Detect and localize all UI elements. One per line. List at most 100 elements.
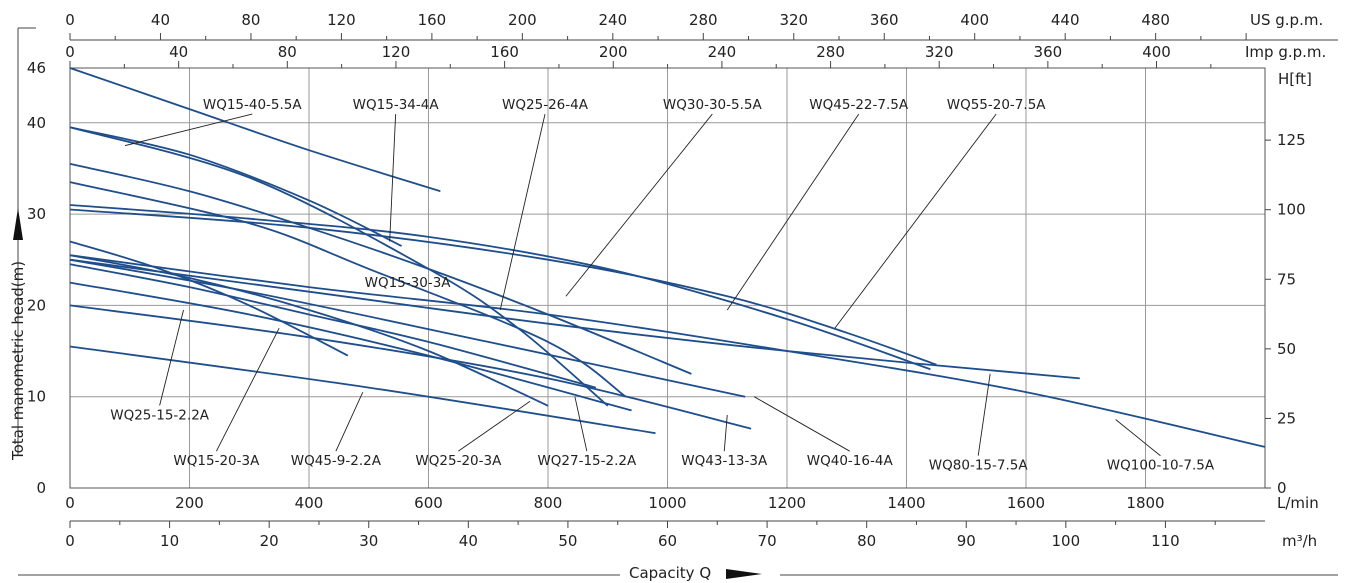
leader-line xyxy=(335,391,364,452)
curve-wq25-15-2_2a xyxy=(69,263,597,389)
pump-label: WQ15-20-3A xyxy=(173,453,260,469)
lmin-tick-label: 200 xyxy=(175,494,204,512)
lmin-tick-label: 1200 xyxy=(768,494,806,512)
m3h-tick-label: 40 xyxy=(459,532,478,550)
m3h-tick-label: 80 xyxy=(857,532,876,550)
leader-line xyxy=(215,328,280,452)
m3h-tick-label: 100 xyxy=(1052,532,1081,550)
imp-gpm-tick-label: 80 xyxy=(278,43,297,61)
us-gpm-tick-label: 480 xyxy=(1141,11,1170,29)
pump-label: WQ15-30-3A xyxy=(365,275,452,291)
leader-line xyxy=(124,113,253,147)
y-tick-label: 10 xyxy=(27,388,46,406)
leader-line xyxy=(458,400,531,452)
pump-label: WQ43-13-3A xyxy=(681,453,768,469)
y-tick-label: 0 xyxy=(36,479,46,497)
y-tick-label: 30 xyxy=(27,205,46,223)
leader-line xyxy=(574,396,588,452)
lmin-tick-label: 1800 xyxy=(1126,494,1164,512)
leader-line xyxy=(723,414,728,452)
pump-label: WQ27-15-2.2A xyxy=(537,453,637,469)
pump-label: WQ100-10-7.5A xyxy=(1107,458,1215,474)
pump-label: WQ30-30-5.5A xyxy=(663,97,763,113)
leader-line xyxy=(726,113,860,311)
lmin-tick-label: 1000 xyxy=(648,494,686,512)
us-gpm-tick-label: 120 xyxy=(327,11,356,29)
x-title-arrow-icon xyxy=(726,569,762,579)
y-tick-label: 46 xyxy=(27,59,46,77)
us-gpm-tick-label: 160 xyxy=(418,11,447,29)
us-gpm-tick-label: 320 xyxy=(779,11,808,29)
us-gpm-tick-label: 280 xyxy=(689,11,718,29)
pump-label: WQ40-16-4A xyxy=(807,453,894,469)
m3h-tick-label: 50 xyxy=(558,532,577,550)
lmin-tick-label: 600 xyxy=(414,494,443,512)
x-axis-title: Capacity Q xyxy=(629,564,711,582)
leader-line xyxy=(977,373,991,456)
m3h-tick-label: 0 xyxy=(65,532,75,550)
y-axis-title: Total manometric head(m) xyxy=(9,261,27,461)
m3h-tick-label: 20 xyxy=(260,532,279,550)
us-gpm-tick-label: 360 xyxy=(870,11,899,29)
m3h-tick-label: 90 xyxy=(957,532,976,550)
leader-line xyxy=(834,113,997,329)
m3h-tick-label: 10 xyxy=(160,532,179,550)
curve-wq15-30-3a xyxy=(69,181,627,398)
lmin-tick-label: 1400 xyxy=(887,494,925,512)
lmin-tick-label: 1600 xyxy=(1007,494,1045,512)
us-gpm-tick-label: 200 xyxy=(508,11,537,29)
us-gpm-tick-label: 440 xyxy=(1051,11,1080,29)
curve-wq15-40-5_5a xyxy=(69,67,441,193)
leader-line xyxy=(1115,419,1161,457)
imp-gpm-tick-label: 360 xyxy=(1034,43,1063,61)
pump-label: WQ55-20-7.5A xyxy=(947,97,1047,113)
leader-line xyxy=(753,396,850,452)
leader-lines xyxy=(124,113,1161,457)
curve-wq30-30-5_5a xyxy=(69,163,692,375)
curves xyxy=(69,67,1266,448)
curve-wq25-26-4a xyxy=(69,126,609,407)
unit-h-ft: H[ft] xyxy=(1278,70,1312,88)
imp-gpm-tick-label: 160 xyxy=(490,43,519,61)
imp-gpm-tick-label: 0 xyxy=(65,43,75,61)
pump-label: WQ45-22-7.5A xyxy=(809,97,909,113)
leader-line xyxy=(389,114,397,242)
m3h-tick-label: 60 xyxy=(658,532,677,550)
leader-line xyxy=(499,113,546,311)
unit-m3h: m³/h xyxy=(1282,532,1317,550)
curve-wq27-15-2_2a xyxy=(69,281,632,412)
ft-tick-label: 25 xyxy=(1277,409,1296,427)
curve-wq15-20-3a xyxy=(69,240,349,357)
us-gpm-tick-label: 400 xyxy=(960,11,989,29)
pump-label: WQ15-40-5.5A xyxy=(203,97,303,113)
ft-tick-label: 125 xyxy=(1277,131,1306,149)
imp-gpm-tick-label: 120 xyxy=(382,43,411,61)
us-gpm-tick-label: 240 xyxy=(599,11,628,29)
curve-wq80-15-7_5a xyxy=(69,258,1080,380)
curve-wq55-20-7_5a xyxy=(69,208,937,366)
imp-gpm-tick-label: 240 xyxy=(708,43,737,61)
unit-l-min: L/min xyxy=(1277,494,1319,512)
imp-gpm-tick-label: 200 xyxy=(599,43,628,61)
pump-label: WQ25-15-2.2A xyxy=(110,408,210,424)
pump-label: WQ15-34-4A xyxy=(353,97,440,113)
m3h-tick-label: 110 xyxy=(1151,532,1180,550)
ft-tick-label: 100 xyxy=(1277,201,1306,219)
leader-line xyxy=(159,309,184,406)
y-title-arrow-icon xyxy=(13,208,23,240)
y-tick-label: 40 xyxy=(27,114,46,132)
imp-gpm-tick-label: 400 xyxy=(1142,43,1171,61)
pump-labels: WQ15-40-5.5A WQ15-34-4A WQ25-26-4A WQ30-30-… xyxy=(110,97,1215,474)
lmin-tick-label: 800 xyxy=(534,494,563,512)
curve-wq40-16-4a xyxy=(69,258,746,398)
unit-imp-gpm: Imp g.p.m. xyxy=(1245,43,1326,61)
curve-wq15-34-4a xyxy=(69,126,402,247)
leader-line xyxy=(565,113,713,297)
grid xyxy=(70,68,1265,488)
curve-wq43-13-3a xyxy=(69,304,752,430)
lmin-tick-label: 0 xyxy=(65,494,75,512)
imp-gpm-tick-label: 320 xyxy=(925,43,954,61)
pump-label: WQ80-15-7.5A xyxy=(929,458,1029,474)
